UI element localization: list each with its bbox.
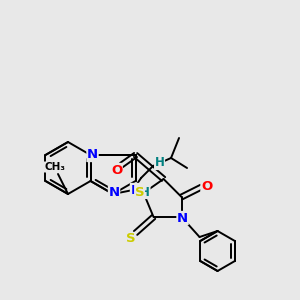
Text: CH₃: CH₃ (44, 162, 65, 172)
Text: H: H (154, 157, 164, 169)
Text: H: H (140, 185, 150, 199)
Text: N: N (109, 187, 120, 200)
Text: N: N (177, 212, 188, 224)
Text: N: N (87, 148, 98, 161)
Text: N: N (130, 184, 142, 196)
Text: S: S (126, 232, 135, 245)
Text: S: S (135, 185, 144, 199)
Text: O: O (201, 181, 212, 194)
Text: O: O (111, 164, 122, 176)
